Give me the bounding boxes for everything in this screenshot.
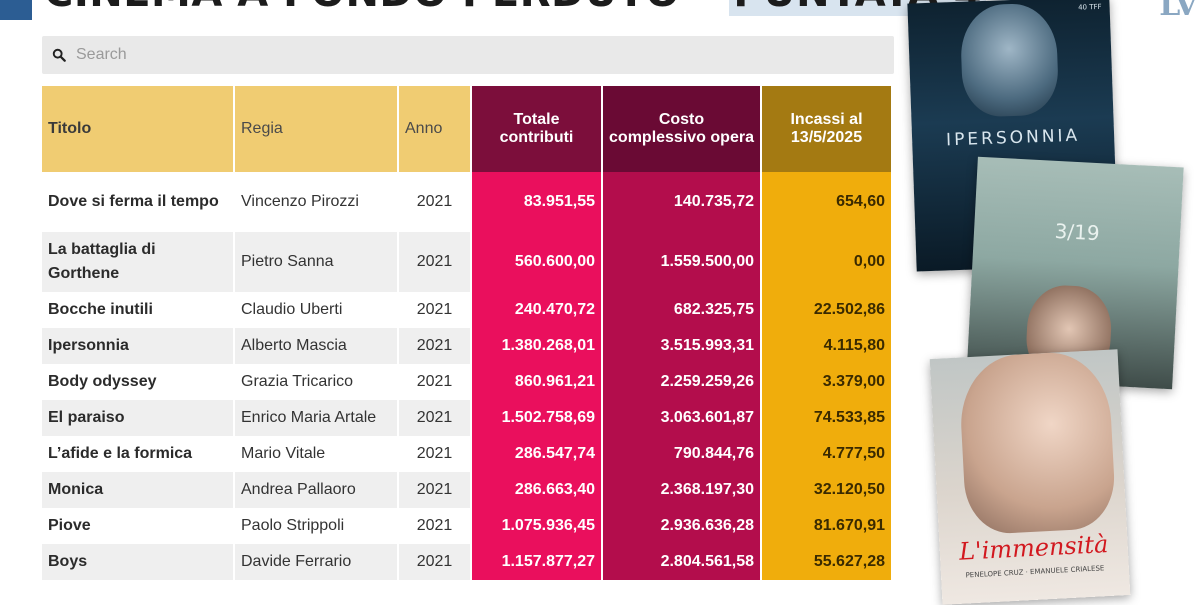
cell-totale: 83.951,55: [471, 172, 603, 232]
header-totale-contributi[interactable]: Totale contributi: [471, 86, 603, 172]
poster-title: 3/19: [1054, 218, 1101, 246]
cell-incassi: 32.120,50: [761, 472, 893, 508]
cell-regia: Pietro Sanna: [234, 232, 399, 292]
cell-titolo: El paraiso: [42, 400, 235, 436]
cell-incassi: 22.502,86: [761, 292, 893, 328]
cell-incassi: 81.670,91: [761, 508, 893, 544]
table-row: El paraiso Enrico Maria Artale 2021 1.50…: [42, 400, 893, 436]
cell-regia: Grazia Tricarico: [234, 364, 399, 400]
cell-anno: 2021: [398, 544, 472, 580]
cell-titolo: Dove si ferma il tempo: [42, 172, 235, 232]
header-incassi[interactable]: Incassi al 13/5/2025: [761, 86, 893, 172]
cell-regia: Enrico Maria Artale: [234, 400, 399, 436]
funding-table: Titolo Regia Anno Totale contributi Cost…: [42, 86, 893, 580]
poster-portrait-image: [959, 2, 1060, 118]
cell-costo: 2.259.259,26: [602, 364, 762, 400]
cell-regia: Andrea Pallaoro: [234, 472, 399, 508]
cell-titolo: Ipersonnia: [42, 328, 235, 364]
table-row: Body odyssey Grazia Tricarico 2021 860.9…: [42, 364, 893, 400]
cell-titolo: Body odyssey: [42, 364, 235, 400]
cell-totale: 560.600,00: [471, 232, 603, 292]
article-headline: CINEMA A FONDO PERDUTO – PUNTATA 4: [44, 0, 987, 16]
table-row: Bocche inutili Claudio Uberti 2021 240.4…: [42, 292, 893, 328]
cell-costo: 2.804.561,58: [602, 544, 762, 580]
cell-totale: 1.380.268,01: [471, 328, 603, 364]
cell-titolo: L’afide e la formica: [42, 436, 235, 472]
cell-anno: 2021: [398, 328, 472, 364]
search-icon: [52, 48, 66, 62]
cell-titolo: La battaglia di Gorthene: [42, 232, 235, 292]
cell-regia: Vincenzo Pirozzi: [234, 172, 399, 232]
table-row: La battaglia di Gorthene Pietro Sanna 20…: [42, 232, 893, 292]
cell-costo: 3.515.993,31: [602, 328, 762, 364]
cell-regia: Davide Ferrario: [234, 544, 399, 580]
cell-incassi: 74.533,85: [761, 400, 893, 436]
cell-regia: Alberto Mascia: [234, 328, 399, 364]
header-costo-complessivo[interactable]: Costo complessivo opera: [602, 86, 762, 172]
cell-costo: 3.063.601,87: [602, 400, 762, 436]
cell-costo: 1.559.500,00: [602, 232, 762, 292]
cell-incassi: 3.379,00: [761, 364, 893, 400]
cell-incassi: 0,00: [761, 232, 893, 292]
table-row: Piove Paolo Strippoli 2021 1.075.936,45 …: [42, 508, 893, 544]
table-row: Ipersonnia Alberto Mascia 2021 1.380.268…: [42, 328, 893, 364]
cell-titolo: Bocche inutili: [42, 292, 235, 328]
search-bar[interactable]: [42, 36, 894, 74]
festival-badge: 40 TFF: [1078, 2, 1102, 12]
cell-anno: 2021: [398, 472, 472, 508]
brand-logo[interactable]: LV: [1159, 0, 1198, 23]
cell-regia: Paolo Strippoli: [234, 508, 399, 544]
poster-portrait-image: [957, 349, 1117, 536]
cell-titolo: Piove: [42, 508, 235, 544]
table-header-row: Titolo Regia Anno Totale contributi Cost…: [42, 86, 893, 172]
cell-costo: 790.844,76: [602, 436, 762, 472]
cell-anno: 2021: [398, 508, 472, 544]
poster-title: L'immensità: [958, 530, 1110, 566]
cell-titolo: Boys: [42, 544, 235, 580]
cell-anno: 2021: [398, 364, 472, 400]
header-anno[interactable]: Anno: [398, 86, 472, 172]
cell-regia: Mario Vitale: [234, 436, 399, 472]
header-regia[interactable]: Regia: [234, 86, 399, 172]
cell-anno: 2021: [398, 436, 472, 472]
cell-incassi: 4.115,80: [761, 328, 893, 364]
table-row: Boys Davide Ferrario 2021 1.157.877,27 2…: [42, 544, 893, 580]
cell-incassi: 654,60: [761, 172, 893, 232]
cell-costo: 682.325,75: [602, 292, 762, 328]
poster-limmensita[interactable]: L'immensità PENELOPE CRUZ · EMANUELE CRI…: [929, 349, 1131, 605]
corner-accent: [0, 0, 32, 20]
search-input[interactable]: [74, 45, 894, 65]
poster-credits: PENELOPE CRUZ · EMANUELE CRIALESE: [965, 564, 1105, 580]
table-row: Dove si ferma il tempo Vincenzo Pirozzi …: [42, 172, 893, 232]
poster-title: IPERSONNIA: [945, 125, 1081, 151]
table-row: L’afide e la formica Mario Vitale 2021 2…: [42, 436, 893, 472]
cell-totale: 860.961,21: [471, 364, 603, 400]
cell-incassi: 55.627,28: [761, 544, 893, 580]
cell-anno: 2021: [398, 232, 472, 292]
cell-anno: 2021: [398, 400, 472, 436]
cell-totale: 1.075.936,45: [471, 508, 603, 544]
table-row: Monica Andrea Pallaoro 2021 286.663,40 2…: [42, 472, 893, 508]
cell-incassi: 4.777,50: [761, 436, 893, 472]
cell-anno: 2021: [398, 292, 472, 328]
cell-anno: 2021: [398, 172, 472, 232]
cell-totale: 1.157.877,27: [471, 544, 603, 580]
cell-totale: 240.470,72: [471, 292, 603, 328]
cell-totale: 286.547,74: [471, 436, 603, 472]
cell-costo: 140.735,72: [602, 172, 762, 232]
cell-titolo: Monica: [42, 472, 235, 508]
header-titolo[interactable]: Titolo: [42, 86, 235, 172]
cell-costo: 2.936.636,28: [602, 508, 762, 544]
cell-totale: 1.502.758,69: [471, 400, 603, 436]
cell-costo: 2.368.197,30: [602, 472, 762, 508]
cell-totale: 286.663,40: [471, 472, 603, 508]
headline-main: CINEMA A FONDO PERDUTO –: [44, 0, 729, 16]
cell-regia: Claudio Uberti: [234, 292, 399, 328]
